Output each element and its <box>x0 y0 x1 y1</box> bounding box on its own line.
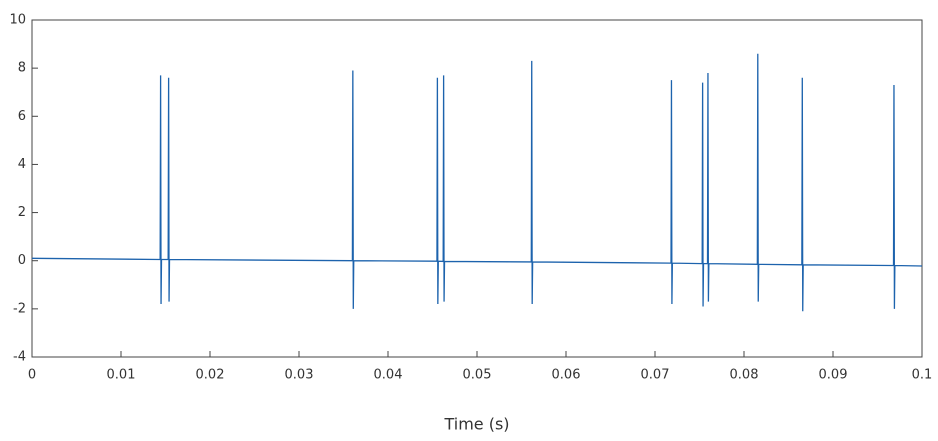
x-tick-label: 0.09 <box>819 368 848 383</box>
y-tick-label: 4 <box>18 157 26 172</box>
y-tick-label: 10 <box>9 13 26 28</box>
x-tick-label: 0.03 <box>285 368 314 383</box>
x-tick-label: 0.1 <box>912 368 933 383</box>
y-tick-label: 2 <box>18 205 26 220</box>
y-tick-label: 0 <box>18 253 26 268</box>
x-tick-label: 0.04 <box>374 368 403 383</box>
plot-frame <box>31 19 923 358</box>
x-tick-label: 0.02 <box>196 368 225 383</box>
x-tick-label: 0.08 <box>730 368 759 383</box>
x-tick-label: 0.05 <box>463 368 492 383</box>
x-tick-label: 0.01 <box>107 368 136 383</box>
x-tick-label: 0.06 <box>552 368 581 383</box>
signal-line <box>31 53 923 312</box>
x-tick-label: 0 <box>28 368 36 383</box>
y-tick-label: -2 <box>13 301 26 316</box>
y-tick-label: 8 <box>18 61 26 76</box>
y-tick-label: 6 <box>18 109 26 124</box>
y-tick-label: -4 <box>13 350 26 365</box>
x-axis-label: Time (s) <box>443 415 509 434</box>
x-tick-label: 0.07 <box>641 368 670 383</box>
